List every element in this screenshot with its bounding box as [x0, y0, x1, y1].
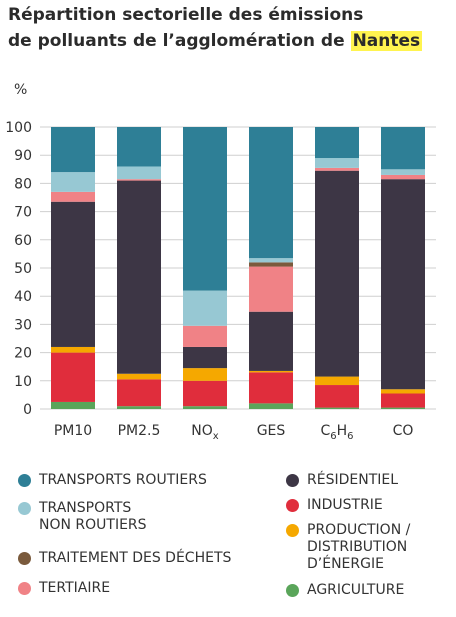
bar-segment — [183, 290, 227, 326]
legend-dot-icon — [18, 474, 31, 487]
bar-segment — [249, 311, 293, 371]
legend-item-industrie: INDUSTRIE — [286, 497, 383, 514]
bar-segment — [249, 372, 293, 404]
bar-segment — [51, 172, 95, 192]
bar-segment — [51, 127, 95, 173]
bar-segment — [183, 406, 227, 409]
title-line-1: Répartition sectorielle des émissions — [8, 5, 364, 25]
legend-label: AGRICULTURE — [307, 582, 405, 598]
chart-title: Répartition sectorielle des émissions de… — [8, 2, 448, 54]
y-tick-label: 0 — [23, 402, 32, 418]
stacked-bar-chart: % 0 10 20 30 40 50 60 70 80 90 100 PM10 PM2.5 NOx GES C6… — [5, 82, 436, 442]
bar-segment — [315, 170, 359, 377]
legend-item-agriculture: AGRICULTURE — [286, 582, 404, 599]
bar-segment — [315, 127, 359, 159]
bar-segment — [249, 266, 293, 312]
legend-label: PRODUCTION / DISTRIBUTION D’ÉNERGIE — [307, 522, 411, 572]
bar-segment — [51, 201, 95, 347]
x-tick-label: C6H6 — [320, 423, 353, 442]
bar-segment — [51, 352, 95, 402]
bar-segment — [381, 393, 425, 408]
bar-segment — [183, 346, 227, 369]
y-tick-label: 100 — [5, 120, 32, 136]
y-tick-label: 60 — [14, 233, 32, 249]
bar-segment — [315, 407, 359, 409]
bar-segment — [381, 127, 425, 170]
legend-label: RÉSIDENTIEL — [307, 472, 399, 488]
y-axis-label: % — [14, 82, 27, 98]
y-tick-label: 20 — [14, 346, 32, 362]
bar-segment — [117, 373, 161, 380]
bar-segment — [315, 158, 359, 168]
bar-segment — [117, 166, 161, 180]
bar-segment — [315, 385, 359, 408]
bar-segment — [381, 389, 425, 394]
y-tick-label: 90 — [14, 148, 32, 164]
legend-dot-icon — [286, 524, 299, 537]
legend-dot-icon — [18, 552, 31, 565]
y-tick-label: 50 — [14, 261, 32, 277]
bar-segment — [183, 380, 227, 407]
x-tick-label: CO — [393, 423, 414, 439]
bar-segment — [381, 179, 425, 390]
bar-segment — [117, 127, 161, 167]
y-tick-label: 40 — [14, 289, 32, 305]
title-line-2: de polluants de l’agglomération de Nante… — [8, 28, 448, 54]
legend-dot-icon — [286, 474, 299, 487]
bar-segment — [51, 346, 95, 353]
title-highlight: Nantes — [350, 31, 423, 51]
bar-segment — [249, 403, 293, 409]
legend-dot-icon — [286, 584, 299, 597]
bar-segment — [315, 167, 359, 171]
x-tick-label: NOx — [191, 423, 219, 442]
x-tick-label: GES — [257, 423, 286, 439]
legend-item-transports-non-routiers: TRANSPORTS NON ROUTIERS — [18, 500, 147, 534]
legend-label: TRANSPORTS ROUTIERS — [39, 472, 207, 488]
bar-segment — [381, 407, 425, 409]
y-tick-label: 10 — [14, 374, 32, 390]
bar-segment — [117, 379, 161, 407]
bar-segment — [381, 174, 425, 180]
bar-segment — [315, 376, 359, 386]
y-tick-label: 30 — [14, 317, 32, 333]
bar-segment — [249, 258, 293, 263]
legend-dot-icon — [18, 582, 31, 595]
legend-label: TRAITEMENT DES DÉCHETS — [39, 550, 232, 566]
title-line-2-prefix: de polluants de l’agglomération de — [8, 31, 351, 51]
bar-segment — [183, 127, 227, 291]
bar-segment — [381, 169, 425, 175]
bar-segment — [117, 406, 161, 409]
bar-segment — [183, 325, 227, 347]
legend-item-production-distribution: PRODUCTION / DISTRIBUTION D’ÉNERGIE — [286, 522, 410, 573]
bar-segment — [249, 127, 293, 259]
legend-label: TRANSPORTS NON ROUTIERS — [39, 500, 147, 533]
legend-label: INDUSTRIE — [307, 497, 383, 513]
bar-segment — [117, 179, 161, 181]
y-tick-label: 70 — [14, 205, 32, 221]
legend-item-traitement-dechets: TRAITEMENT DES DÉCHETS — [18, 550, 231, 567]
legend-item-tertiaire: TERTIAIRE — [18, 580, 110, 597]
x-tick-label: PM2.5 — [118, 423, 161, 439]
legend-item-residentiel: RÉSIDENTIEL — [286, 472, 398, 489]
legend-label: TERTIAIRE — [39, 580, 111, 596]
y-tick-label: 80 — [14, 176, 32, 192]
legend-item-transports-routiers: TRANSPORTS ROUTIERS — [18, 472, 207, 489]
bar-segment — [183, 368, 227, 381]
bar-segment — [51, 401, 95, 409]
bar-segment — [117, 180, 161, 374]
bar-segment — [249, 370, 293, 373]
legend-dot-icon — [286, 499, 299, 512]
bar-segment — [249, 262, 293, 267]
x-tick-label: PM10 — [54, 423, 92, 439]
legend-dot-icon — [18, 502, 31, 515]
bar-segment — [51, 191, 95, 202]
